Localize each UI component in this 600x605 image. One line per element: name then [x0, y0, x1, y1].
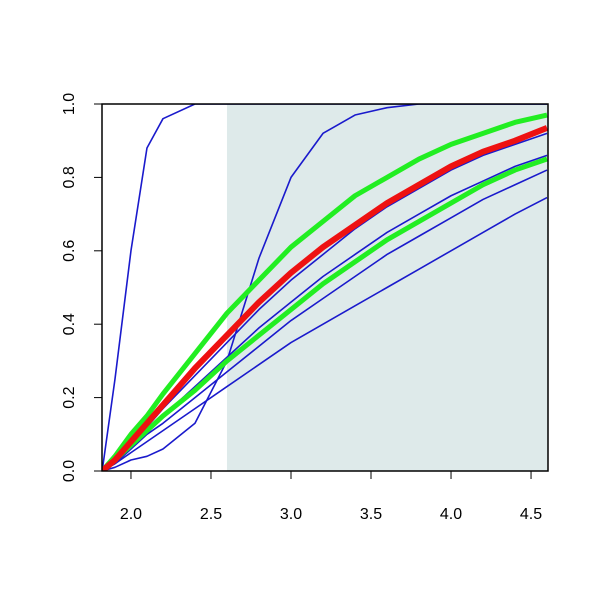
- series-line: [102, 112, 548, 471]
- x-tick-label: 2.5: [200, 506, 222, 523]
- series-line: [102, 104, 548, 471]
- x-tick-label: 3.5: [360, 506, 382, 523]
- y-tick-label: 0.2: [61, 386, 78, 408]
- series-line: [102, 156, 548, 471]
- x-tick-label: 4.5: [520, 506, 542, 523]
- y-tick-label: 0.4: [61, 313, 78, 335]
- x-tick-label: 3.0: [280, 506, 302, 523]
- plot-area: [102, 104, 548, 471]
- series-line: [102, 169, 548, 471]
- plot-box: [101, 103, 549, 472]
- series-line: [102, 104, 548, 471]
- x-tick-label: 4.0: [440, 506, 462, 523]
- x-tick-label: 2.0: [120, 506, 142, 523]
- y-tick-label: 0.6: [61, 240, 78, 262]
- y-tick-label: 1.0: [61, 93, 78, 115]
- series-line: [102, 196, 548, 471]
- y-tick-label: 0.8: [61, 166, 78, 188]
- y-tick-label: 0.0: [61, 460, 78, 482]
- series-line: [102, 125, 548, 471]
